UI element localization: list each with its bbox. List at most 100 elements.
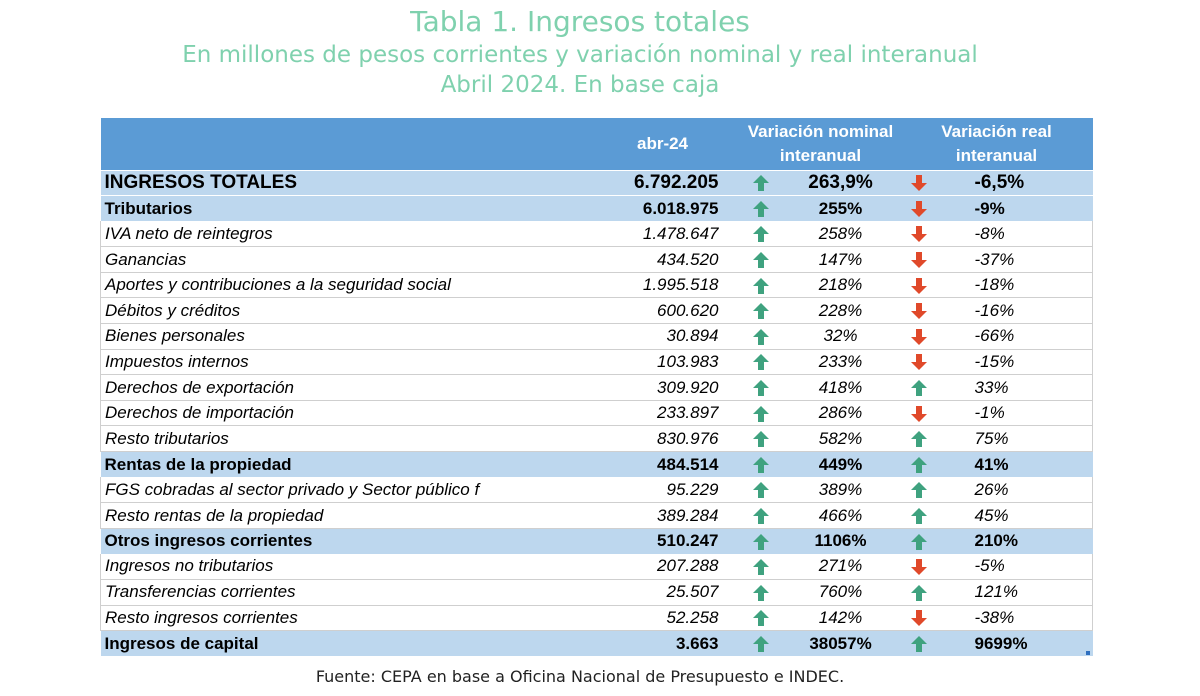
row-label: Resto tributarios <box>100 425 603 453</box>
row-abr-value: 30.894 <box>602 323 723 350</box>
arrow-up-icon <box>910 379 928 397</box>
table-period: Abril 2024. En base caja <box>440 72 720 98</box>
row-nominal-value: 271% <box>780 553 901 580</box>
row-label: Resto rentas de la propiedad <box>100 502 603 529</box>
table-row: Resto ingresos corrientes 52.258 142% -38% <box>100 605 1094 632</box>
arrow-up-icon <box>752 328 770 346</box>
row-nominal-arrow <box>740 169 781 196</box>
arrow-up-icon <box>752 405 770 423</box>
row-nominal-arrow <box>740 400 781 427</box>
header-abr: abr-24 <box>636 133 689 153</box>
row-gap <box>722 246 741 273</box>
row-abr-value: 1.478.647 <box>602 221 723 248</box>
row-real-value: -1% <box>936 400 1094 427</box>
row-label: Débitos y créditos <box>100 297 603 325</box>
row-gap <box>722 527 741 554</box>
table-row: Derechos de importación 233.897 286% -1% <box>100 400 1094 427</box>
row-real-value: 26% <box>936 477 1094 504</box>
row-real-value: 75% <box>936 425 1094 453</box>
table-row: Bienes personales 30.894 32% -66% <box>100 323 1094 350</box>
row-abr-value: 600.620 <box>602 297 723 325</box>
row-label: Resto ingresos corrientes <box>100 605 603 632</box>
row-gap <box>722 400 741 427</box>
arrow-down-icon <box>910 609 928 627</box>
table-row: Resto rentas de la propiedad 389.284 466% 4… <box>100 502 1094 529</box>
row-label: Rentas de la propiedad <box>100 451 603 478</box>
row-real-value: -18% <box>936 272 1094 299</box>
row-label: Aportes y contribuciones a la seguridad … <box>100 272 603 299</box>
arrow-up-icon <box>910 635 928 653</box>
row-nominal-arrow <box>740 579 781 606</box>
row-gap <box>722 451 741 478</box>
row-abr-value: 484.514 <box>602 451 723 478</box>
row-abr-value: 1.995.518 <box>602 272 723 299</box>
table-title: Tabla 1. Ingresos totales <box>410 5 750 38</box>
row-label: INGRESOS TOTALES <box>100 169 603 196</box>
row-real-arrow <box>900 502 937 529</box>
row-nominal-value: 228% <box>780 297 901 325</box>
row-abr-value: 434.520 <box>602 246 723 273</box>
row-label: Impuestos internos <box>100 349 603 376</box>
arrow-down-icon <box>910 302 928 320</box>
row-nominal-arrow <box>740 272 781 299</box>
row-abr-value: 6.018.975 <box>602 195 723 222</box>
arrow-up-icon <box>752 353 770 371</box>
row-real-arrow <box>900 527 937 554</box>
revenue-table: abr-24 Variación nominal interanual Vari… <box>100 118 1094 657</box>
row-nominal-value: 449% <box>780 451 901 478</box>
row-nominal-value: 466% <box>780 502 901 529</box>
arrow-up-icon <box>752 225 770 243</box>
row-nominal-value: 233% <box>780 349 901 376</box>
table-row: Transferencias corrientes 25.507 760% 121% <box>100 579 1094 606</box>
row-nominal-value: 1106% <box>780 527 901 554</box>
row-real-value: -8% <box>936 221 1094 248</box>
row-abr-value: 207.288 <box>602 553 723 580</box>
arrow-up-icon <box>752 635 770 653</box>
row-real-value: -6,5% <box>936 169 1093 196</box>
table-row: Débitos y créditos 600.620 228% -16% <box>100 297 1094 325</box>
row-nominal-arrow <box>740 477 781 504</box>
arrow-down-icon <box>910 405 928 423</box>
row-real-value: 41% <box>936 451 1093 478</box>
row-real-arrow <box>900 630 937 657</box>
arrow-up-icon <box>910 481 928 499</box>
row-real-value: 121% <box>936 579 1094 606</box>
table-row: IVA neto de reintegros 1.478.647 258% -8% <box>100 221 1094 248</box>
row-real-value: 45% <box>936 502 1094 529</box>
row-nominal-value: 418% <box>780 374 901 401</box>
arrow-up-icon <box>752 609 770 627</box>
row-abr-value: 830.976 <box>602 425 723 453</box>
row-gap <box>722 195 741 222</box>
row-gap <box>722 605 741 632</box>
row-real-arrow <box>900 297 937 325</box>
row-gap <box>722 221 741 248</box>
selection-handle[interactable] <box>1086 651 1090 655</box>
row-label: Transferencias corrientes <box>100 579 603 606</box>
row-nominal-arrow <box>740 349 781 376</box>
row-label: Ganancias <box>100 246 603 273</box>
row-gap <box>722 502 741 529</box>
source-note: Fuente: CEPA en base a Oficina Nacional … <box>315 667 845 686</box>
row-nominal-value: 38057% <box>780 630 901 657</box>
table-subtitle: En millones de pesos corrientes y variac… <box>182 42 978 68</box>
row-abr-value: 6.792.205 <box>602 169 723 196</box>
row-real-arrow <box>900 195 937 222</box>
arrow-down-icon <box>910 225 928 243</box>
row-real-arrow <box>900 349 937 376</box>
arrow-up-icon <box>910 430 928 448</box>
row-nominal-arrow <box>740 195 781 222</box>
row-label: Bienes personales <box>100 323 603 350</box>
arrow-down-icon <box>910 277 928 295</box>
arrow-up-icon <box>752 584 770 602</box>
arrow-up-icon <box>752 302 770 320</box>
row-nominal-arrow <box>740 630 781 657</box>
header-gap <box>723 118 741 170</box>
row-real-value: -38% <box>936 605 1094 632</box>
arrow-up-icon <box>910 507 928 525</box>
row-gap <box>722 374 741 401</box>
row-nominal-arrow <box>740 323 781 350</box>
row-nominal-value: 582% <box>780 425 901 453</box>
row-label: Ingresos no tributarios <box>100 553 603 580</box>
arrow-up-icon <box>752 430 770 448</box>
row-real-arrow <box>900 605 937 632</box>
